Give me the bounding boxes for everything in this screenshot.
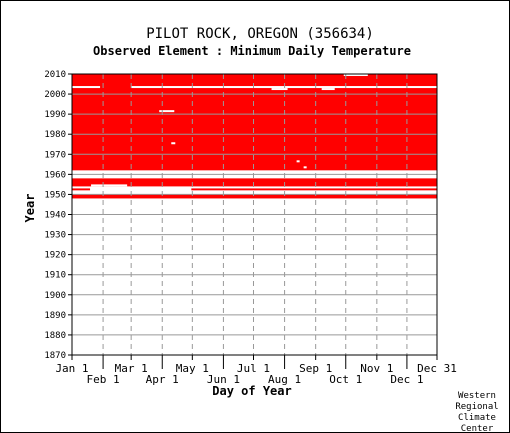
data-gap-9 (72, 190, 437, 193)
x-tick-label-7: Aug 1 (268, 373, 301, 386)
credit-line-2: Regional (455, 402, 498, 412)
x-axis-title: Day of Year (212, 384, 291, 398)
x-tick-label-2: Mar 1 (115, 362, 148, 375)
plot-area (71, 73, 438, 356)
data-gap-11 (91, 184, 128, 187)
data-block-2 (72, 188, 91, 191)
credit-block: Western Regional Climate Center (455, 391, 498, 433)
chart-title: PILOT ROCK, OREGON (356634) (146, 26, 374, 42)
data-gap-0 (72, 86, 101, 89)
y-tick-label-1870: 1870 (44, 351, 66, 361)
data-gap-5 (159, 110, 175, 113)
credit-line-4: Center (461, 424, 494, 433)
y-tick-label-1890: 1890 (44, 311, 66, 321)
x-tick-label-10: Nov 1 (360, 362, 393, 375)
y-tick-label-1960: 1960 (44, 170, 66, 180)
y-tick-label-1970: 1970 (44, 150, 66, 160)
credit-line-3: Climate (458, 413, 496, 423)
x-tick-label-9: Oct 1 (329, 373, 362, 386)
y-tick-label-1920: 1920 (44, 251, 66, 261)
y-tick-label-2000: 2000 (44, 90, 66, 100)
y-tick-label-1980: 1980 (44, 130, 66, 140)
x-tick-label-6: Jul 1 (237, 362, 270, 375)
x-tick-label-0: Jan 1 (55, 362, 88, 375)
data-block-1 (72, 178, 437, 187)
data-gap-10 (266, 192, 298, 195)
x-tick-label-1: Feb 1 (87, 373, 120, 386)
data-gap-2 (271, 88, 288, 91)
x-tick-label-11: Dec 1 (390, 373, 423, 386)
y-tick-label-1930: 1930 (44, 231, 66, 241)
x-tick-label-12: Dec 31 (417, 362, 457, 375)
data-gap-4 (343, 74, 368, 77)
y-tick-label-1910: 1910 (44, 271, 66, 281)
data-gap-7 (296, 160, 300, 163)
y-tick-label-1950: 1950 (44, 190, 66, 200)
y-tick-label-1940: 1940 (44, 211, 66, 221)
data-gap-3 (321, 88, 335, 91)
y-tick-label-1990: 1990 (44, 110, 66, 120)
x-tick-label-4: May 1 (176, 362, 209, 375)
data-gap-8 (303, 166, 307, 169)
chart-subtitle: Observed Element : Minimum Daily Tempera… (93, 44, 411, 58)
data-gap-6 (171, 142, 176, 145)
data-block-3 (191, 188, 437, 191)
data-block-4 (72, 194, 437, 199)
x-tick-label-8: Sep 1 (299, 362, 332, 375)
credit-line-1: Western (458, 391, 496, 401)
x-tick-label-5: Jun 1 (207, 373, 240, 386)
y-tick-label-2010: 2010 (44, 70, 66, 80)
y-tick-label-1880: 1880 (44, 331, 66, 341)
x-tick-label-3: Apr 1 (146, 373, 179, 386)
data-gap-1 (131, 86, 437, 89)
y-tick-label-1900: 1900 (44, 291, 66, 301)
y-axis: 1870 1880 1890 1900 1910 1920 1930 1940 1950 1960… (44, 70, 72, 361)
data-block-0 (72, 74, 437, 171)
y-axis-title: Year (23, 194, 37, 223)
